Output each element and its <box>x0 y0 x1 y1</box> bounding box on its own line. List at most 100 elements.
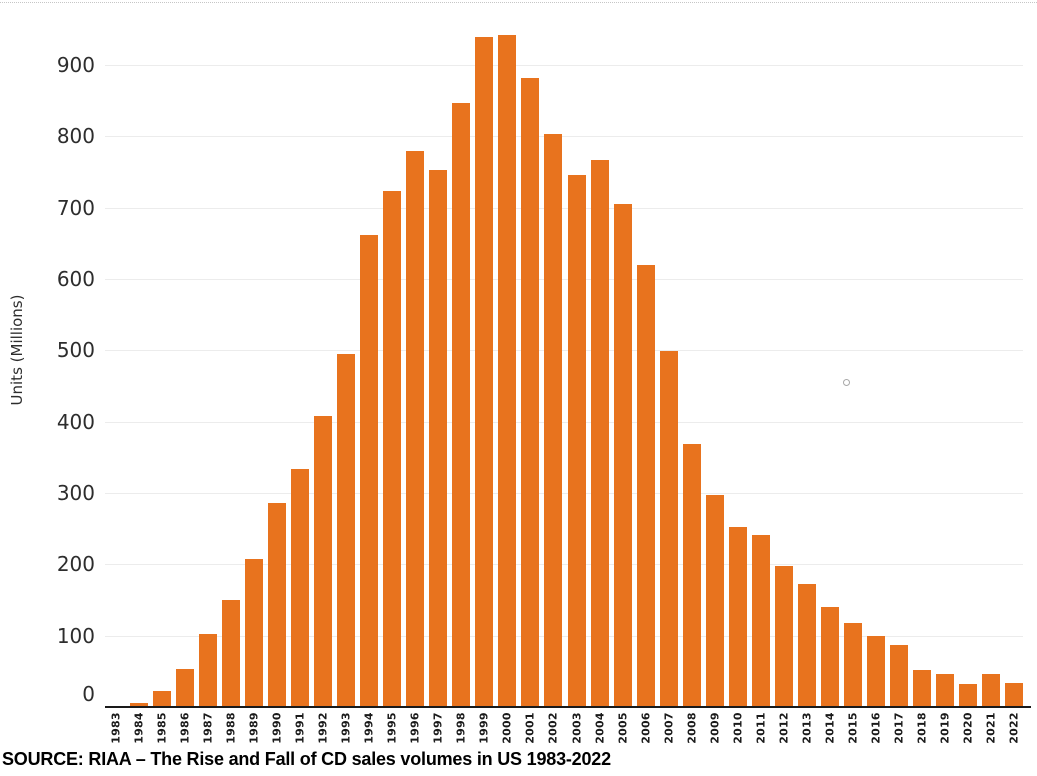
gridline-800 <box>105 136 1023 138</box>
x-tick-label-1989: 1989 <box>247 712 261 744</box>
x-tick-label-1991: 1991 <box>293 712 307 744</box>
gridline-200 <box>105 564 1023 566</box>
x-tick-label-1990: 1990 <box>270 712 284 744</box>
bar-2012 <box>775 566 793 707</box>
x-tick-label-2005: 2005 <box>616 712 630 744</box>
bar-2014 <box>821 607 839 707</box>
x-tick-label-2004: 2004 <box>593 712 607 744</box>
x-tick-label-2007: 2007 <box>662 712 676 744</box>
x-tick-label-2017: 2017 <box>892 712 906 744</box>
bar-2007 <box>660 351 678 707</box>
source-caption: SOURCE: RIAA – The Rise and Fall of CD s… <box>2 749 611 769</box>
y-tick-label-0: 0 <box>82 682 95 706</box>
gridline-600 <box>105 279 1023 281</box>
top-dotted-border <box>0 2 1037 3</box>
x-tick-label-2018: 2018 <box>915 712 929 744</box>
bar-1991 <box>291 469 309 707</box>
bar-1984 <box>130 703 148 707</box>
y-tick-label-100: 100 <box>56 623 95 648</box>
x-tick-label-2012: 2012 <box>777 712 791 744</box>
x-tick-label-2011: 2011 <box>754 712 768 744</box>
bar-1990 <box>268 503 286 707</box>
bar-1986 <box>176 669 194 707</box>
x-tick-label-1985: 1985 <box>155 712 169 744</box>
bar-1993 <box>337 354 355 707</box>
y-tick-label-200: 200 <box>56 552 95 577</box>
y-tick-label-800: 800 <box>56 124 95 149</box>
x-tick-label-1988: 1988 <box>224 712 238 744</box>
y-tick-label-500: 500 <box>56 338 95 363</box>
x-tick-label-2010: 2010 <box>731 712 745 744</box>
gridline-700 <box>105 207 1023 209</box>
x-tick-label-1999: 1999 <box>477 712 491 744</box>
gridline-400 <box>105 421 1023 423</box>
bar-2000 <box>498 35 516 707</box>
bar-2013 <box>798 584 816 707</box>
x-tick-label-2020: 2020 <box>961 712 975 744</box>
bar-2020 <box>959 684 977 707</box>
x-tick-label-2001: 2001 <box>523 712 537 744</box>
bar-2005 <box>614 204 632 707</box>
bar-1998 <box>452 103 470 707</box>
bar-2018 <box>913 670 931 707</box>
x-tick-label-2015: 2015 <box>846 712 860 744</box>
bar-2019 <box>936 674 954 707</box>
x-tick-label-2003: 2003 <box>570 712 584 744</box>
bar-2010 <box>729 527 747 707</box>
x-tick-label-2014: 2014 <box>823 712 837 744</box>
bar-2011 <box>752 535 770 707</box>
x-tick-label-1986: 1986 <box>178 712 192 744</box>
bar-1989 <box>245 559 263 707</box>
gridline-100 <box>105 635 1023 637</box>
x-tick-label-1997: 1997 <box>431 712 445 744</box>
bar-2016 <box>867 636 885 707</box>
bar-1997 <box>429 170 447 707</box>
bar-1988 <box>222 600 240 707</box>
bar-2002 <box>544 134 562 707</box>
x-tick-label-2022: 2022 <box>1007 712 1021 744</box>
bar-2008 <box>683 444 701 707</box>
x-tick-label-1984: 1984 <box>132 712 146 744</box>
gridline-900 <box>105 65 1023 67</box>
y-tick-label-700: 700 <box>56 195 95 220</box>
bar-1996 <box>406 151 424 707</box>
bar-1995 <box>383 191 401 707</box>
x-tick-label-2006: 2006 <box>639 712 653 744</box>
bar-2001 <box>521 78 539 707</box>
x-tick-label-2008: 2008 <box>685 712 699 744</box>
y-tick-label-600: 600 <box>56 267 95 292</box>
x-tick-label-2000: 2000 <box>500 712 514 744</box>
x-tick-label-2013: 2013 <box>800 712 814 744</box>
x-tick-label-2019: 2019 <box>938 712 952 744</box>
y-tick-label-900: 900 <box>56 53 95 78</box>
bar-2022 <box>1005 683 1023 707</box>
artifact-dot <box>843 379 850 386</box>
bar-2004 <box>591 160 609 707</box>
bar-2003 <box>568 175 586 707</box>
x-tick-label-1994: 1994 <box>362 712 376 744</box>
x-tick-label-2016: 2016 <box>869 712 883 744</box>
x-tick-label-1993: 1993 <box>339 712 353 744</box>
bar-2017 <box>890 645 908 707</box>
x-tick-label-1983: 1983 <box>109 712 123 744</box>
x-tick-label-2002: 2002 <box>546 712 560 744</box>
x-tick-label-2021: 2021 <box>984 712 998 744</box>
x-tick-label-1987: 1987 <box>201 712 215 744</box>
y-tick-label-400: 400 <box>56 409 95 434</box>
x-tick-label-1998: 1998 <box>454 712 468 744</box>
bar-1994 <box>360 235 378 707</box>
bar-1987 <box>199 634 217 707</box>
bar-1992 <box>314 416 332 707</box>
bar-2009 <box>706 495 724 707</box>
bar-1999 <box>475 37 493 707</box>
gridline-500 <box>105 350 1023 352</box>
x-tick-label-1995: 1995 <box>385 712 399 744</box>
bar-2006 <box>637 265 655 707</box>
bar-2015 <box>844 623 862 707</box>
bar-2021 <box>982 674 1000 707</box>
gridline-300 <box>105 493 1023 494</box>
x-tick-label-1996: 1996 <box>408 712 422 744</box>
y-tick-label-300: 300 <box>56 481 95 505</box>
